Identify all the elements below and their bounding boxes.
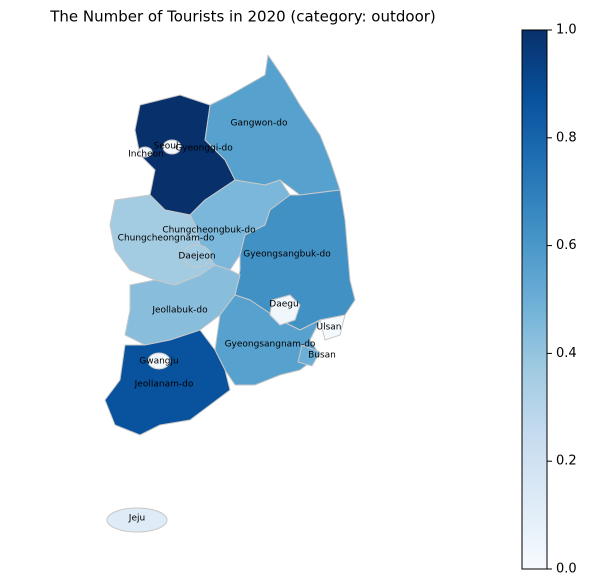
- region-label: Ulsan: [317, 323, 342, 333]
- region-label: Gangwon-do: [231, 119, 288, 129]
- colorbar: [521, 29, 548, 570]
- region-label: Daejeon: [178, 252, 215, 262]
- region: [182, 244, 212, 268]
- region-label: Jeollabuk-do: [151, 306, 208, 316]
- tick-label: 0.4: [556, 346, 577, 361]
- region-label: Seoul: [154, 142, 179, 152]
- tick-label: 0.0: [556, 562, 577, 577]
- tick-label: 0.8: [556, 130, 577, 145]
- region-labels: Gyeonggi-do Gangwon-do Chungcheongbuk-do…: [118, 119, 342, 524]
- region: [319, 314, 346, 341]
- region: [147, 352, 171, 370]
- region-label: Chungcheongbuk-do: [162, 226, 256, 236]
- region-label: Incheon: [128, 150, 164, 160]
- tick-label: 0.2: [556, 454, 577, 469]
- region: [162, 139, 182, 155]
- tick-label: 0.6: [556, 238, 577, 253]
- region-label: Jeju: [128, 514, 145, 524]
- region: [106, 507, 168, 533]
- map: [104, 54, 356, 533]
- colorbar-ticks: 0.0 0.2 0.4 0.6 0.8 1.0: [547, 23, 577, 577]
- region: [137, 146, 153, 158]
- region-label: Jeollanam-do: [134, 380, 194, 390]
- region: [104, 329, 231, 436]
- region-label: Busan: [308, 351, 336, 361]
- region-label: Gyeongsangnam-do: [225, 340, 316, 350]
- tick-label: 1.0: [556, 23, 577, 38]
- map-title: The Number of Tourists in 2020 (category…: [49, 8, 436, 26]
- region-label: Gyeonggi-do: [175, 144, 233, 154]
- region-label: Gyeongsangbuk-do: [243, 250, 331, 260]
- region: [297, 344, 321, 367]
- region-label: Daegu: [269, 300, 298, 310]
- region-label: Chungcheongnam-do: [118, 234, 215, 244]
- region: [269, 294, 301, 326]
- region-label: Gwangju: [139, 357, 178, 367]
